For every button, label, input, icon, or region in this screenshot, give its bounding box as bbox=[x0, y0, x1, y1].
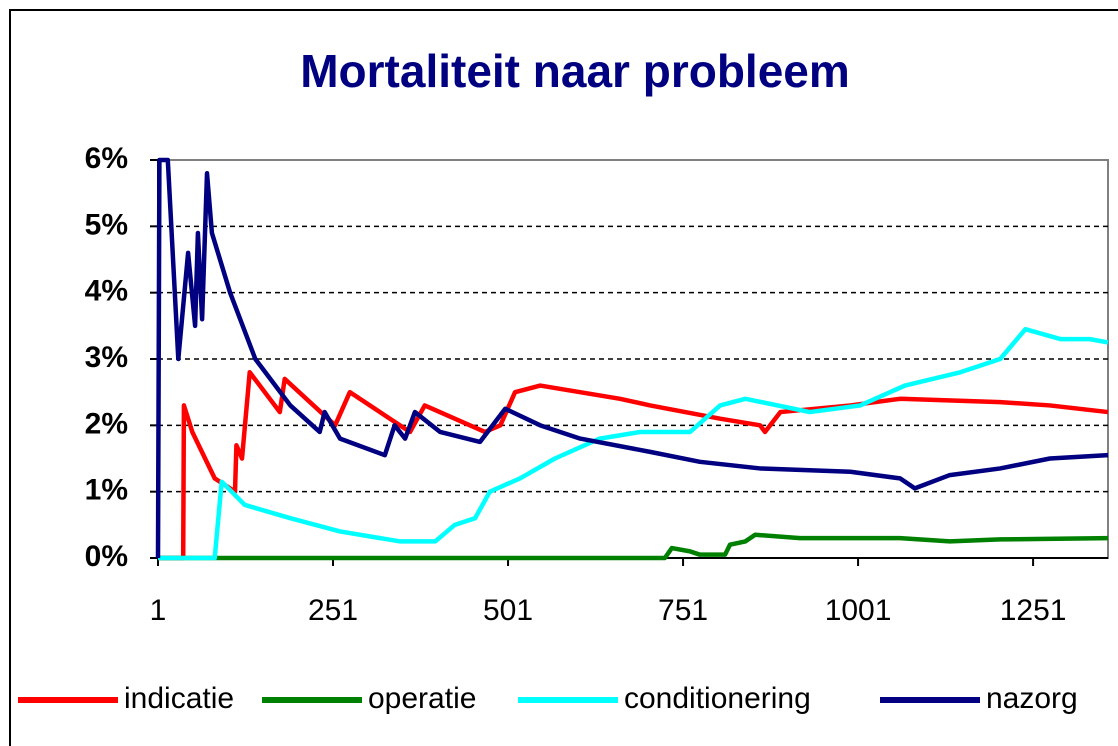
data-line bbox=[158, 326, 1109, 561]
x-tick-label: 751 bbox=[658, 594, 708, 627]
chart-title: Mortaliteit naar probleem bbox=[300, 45, 850, 97]
plot-area bbox=[157, 159, 1109, 559]
x-tick-label: 1251 bbox=[1000, 594, 1067, 627]
legend-label: indicatie bbox=[124, 682, 234, 715]
y-tick-label: 3% bbox=[85, 341, 128, 374]
data-line bbox=[155, 157, 1109, 559]
x-tick-label: 501 bbox=[483, 594, 533, 627]
y-tick-label: 0% bbox=[85, 540, 128, 573]
y-tick-label: 5% bbox=[85, 208, 128, 241]
x-tick-label: 1001 bbox=[825, 594, 892, 627]
legend-label: operatie bbox=[368, 682, 476, 715]
legend-label: nazorg bbox=[986, 682, 1078, 715]
legend-label: conditionering bbox=[624, 682, 811, 715]
y-tick-label: 1% bbox=[85, 474, 128, 507]
x-tick-label: 1 bbox=[150, 594, 167, 627]
x-tick-label: 251 bbox=[308, 594, 358, 627]
y-tick-label: 4% bbox=[85, 275, 128, 308]
y-tick-label: 2% bbox=[85, 407, 128, 440]
y-tick-label: 6% bbox=[85, 142, 128, 175]
data-line bbox=[158, 532, 1109, 561]
